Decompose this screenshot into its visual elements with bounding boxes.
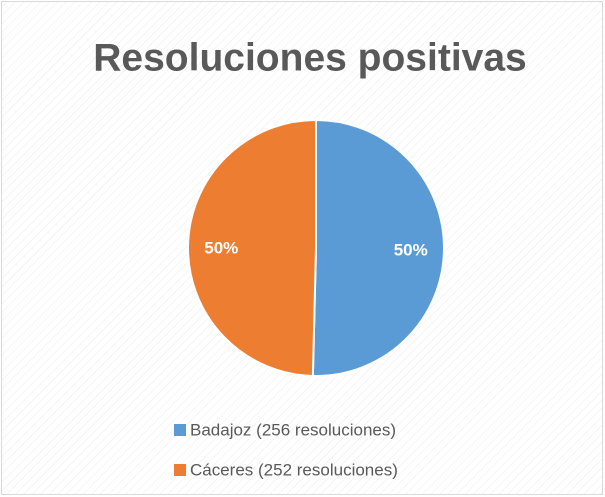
legend-swatch [174,464,186,476]
pie-slice [311,118,445,377]
legend-swatch [174,424,186,436]
legend-label: Badajoz (256 resoluciones) [190,420,396,439]
chart-title: Resoluciones positivas [93,36,526,79]
pie-slice [187,118,317,377]
data-label: 50% [204,238,238,257]
legend: Badajoz (256 resoluciones) Cáceres (252 r… [174,420,398,479]
pie: 50% 50% [187,118,445,377]
legend-label: Cáceres (252 resoluciones) [190,460,398,479]
data-label: 50% [394,241,428,260]
